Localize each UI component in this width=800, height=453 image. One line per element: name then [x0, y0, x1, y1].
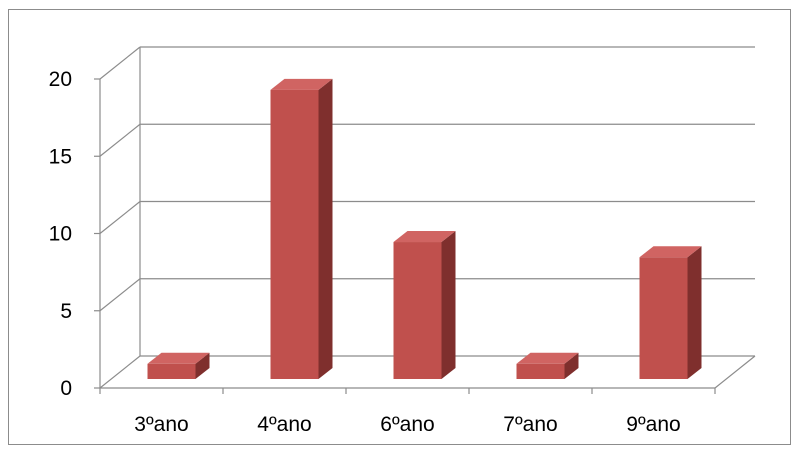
- bar-front: [147, 363, 196, 379]
- category-label: 6ºano: [380, 413, 434, 436]
- bar-top: [147, 352, 210, 364]
- gridline: [99, 278, 141, 312]
- gridline: [99, 355, 141, 389]
- gridline: [99, 123, 141, 157]
- category-label: 7ºano: [503, 413, 557, 436]
- bar-side: [195, 352, 210, 379]
- bar-side: [687, 246, 702, 379]
- bar-front: [270, 89, 319, 380]
- y-tick-label: 15: [49, 145, 72, 168]
- bar-7ºano: [516, 352, 579, 379]
- bar-front: [393, 242, 442, 379]
- floor-edge: [714, 355, 756, 389]
- bar-front: [639, 257, 688, 379]
- axes: [94, 47, 756, 394]
- category-label: 4ºano: [257, 413, 311, 436]
- gridline: [99, 201, 141, 234]
- bar-top: [270, 78, 333, 90]
- y-tick-label: 0: [60, 377, 72, 400]
- bar-top: [639, 246, 702, 258]
- bar-side: [564, 352, 579, 379]
- bars: [147, 78, 702, 380]
- category-label: 9ºano: [626, 413, 680, 436]
- y-tick-label: 10: [49, 223, 72, 246]
- bar-3ºano: [147, 352, 210, 379]
- bar-front: [516, 363, 565, 379]
- bar-side: [441, 231, 456, 379]
- y-tick-label: 5: [60, 300, 72, 323]
- bar-top: [393, 231, 456, 243]
- bar-4ºano: [270, 78, 333, 380]
- gridline: [99, 46, 141, 80]
- y-tick-label: 20: [49, 68, 72, 91]
- bar-side: [318, 78, 333, 380]
- y-tick-labels: 0 5 10 15 20: [49, 68, 72, 400]
- bar-6ºano: [393, 231, 456, 379]
- category-label: 3ºano: [134, 413, 188, 436]
- bar-9ºano: [639, 246, 702, 379]
- category-labels: 3ºano 4ºano 6ºano 7ºano 9ºano: [134, 413, 680, 436]
- bar-top: [516, 352, 579, 364]
